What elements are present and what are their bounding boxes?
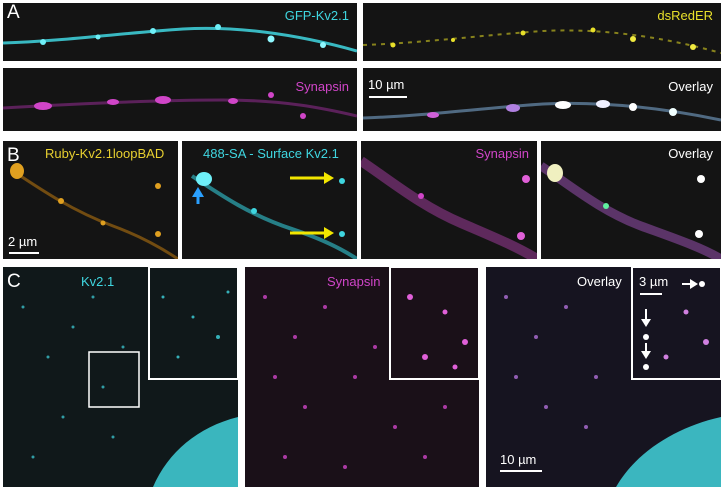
dendrite-overlay-image xyxy=(363,100,721,122)
scale-bar-a xyxy=(369,96,407,98)
label-ruby: Ruby-Kv2.1loopBAD xyxy=(45,146,165,161)
label-overlay-a: Overlay xyxy=(668,79,713,94)
label-dsreder: dsRedER xyxy=(657,8,713,23)
label-overlay-c: Overlay xyxy=(577,274,622,289)
kv21-cell-image xyxy=(21,267,238,487)
panel-b-synapsin: Synapsin xyxy=(361,141,537,259)
label-synapsin-c: Synapsin xyxy=(327,274,381,289)
scale-bar-b xyxy=(9,252,39,254)
label-surface-kv21: 488-SA - Surface Kv2.1 xyxy=(203,146,339,161)
panel-c-overlay: Overlay 3 µm 10 µm xyxy=(486,267,721,487)
panel-b-ruby: Ruby-Kv2.1loopBAD 2 µm xyxy=(3,141,178,259)
overlay-cell-image xyxy=(504,267,721,487)
dendrite-dsred-image xyxy=(363,27,721,54)
label-overlay-b: Overlay xyxy=(668,146,713,161)
panel-letter-b: B xyxy=(7,145,20,166)
scale-bar-c xyxy=(500,470,542,472)
scale-bar-inset-c xyxy=(640,293,662,295)
label-gfp-kv21: GFP-Kv2.1 xyxy=(284,8,349,23)
scale-label-b: 2 µm xyxy=(8,234,38,249)
scale-label-inset-c: 3 µm xyxy=(639,274,669,289)
label-synapsin-b: Synapsin xyxy=(475,146,529,161)
panel-letter-a: A xyxy=(7,2,20,23)
dendrite-synapsin-image xyxy=(3,92,357,119)
dendrite-gfp-image xyxy=(3,24,357,53)
panel-a-overlay: 10 µm Overlay xyxy=(363,68,721,131)
panel-c-kv21: Kv2.1 xyxy=(3,267,238,487)
ruby-kv21-image xyxy=(10,163,178,259)
panel-letter-c: C xyxy=(7,271,21,292)
overlay-b-image xyxy=(541,162,721,259)
surface-kv21-image xyxy=(190,172,357,259)
panel-a-synapsin: Synapsin xyxy=(3,68,357,131)
synapsin-b-image xyxy=(361,156,537,259)
label-kv21-c: Kv2.1 xyxy=(81,274,115,289)
scale-label-c: 10 µm xyxy=(500,452,537,467)
panel-a-dsred: dsRedER xyxy=(363,3,721,61)
panel-b-overlay: Overlay xyxy=(541,141,721,259)
label-synapsin-a: Synapsin xyxy=(295,79,349,94)
panel-c-synapsin: Synapsin xyxy=(245,267,479,487)
scale-label-a: 10 µm xyxy=(368,77,405,92)
panel-b-surface: 488-SA - Surface Kv2.1 xyxy=(182,141,357,259)
panel-a-gfp: GFP-Kv2.1 xyxy=(3,3,357,61)
synapsin-cell-image xyxy=(263,267,479,469)
